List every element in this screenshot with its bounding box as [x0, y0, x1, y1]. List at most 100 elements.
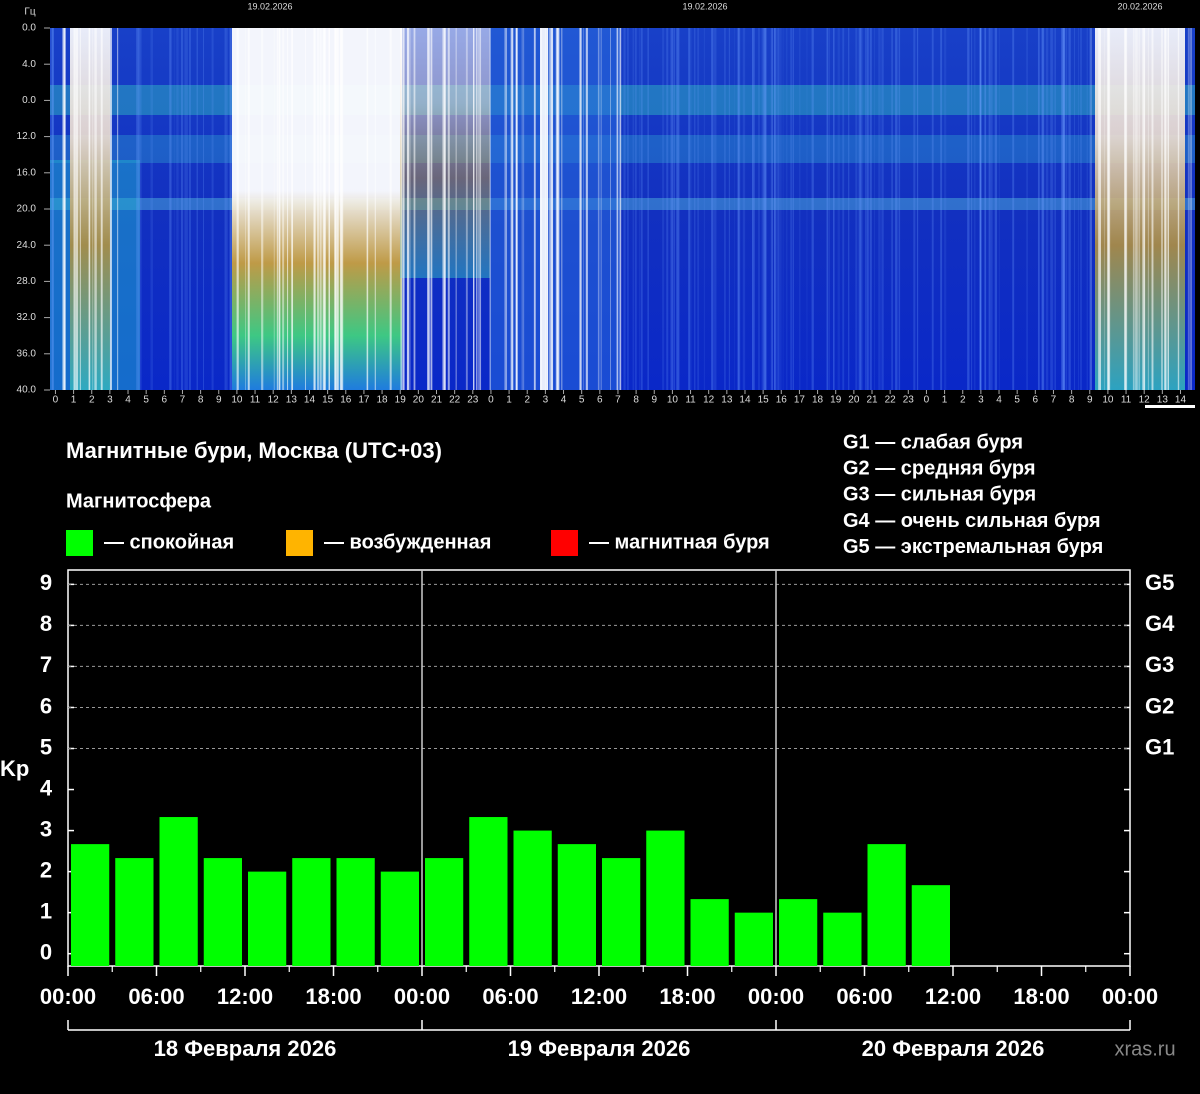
x-tick-label: 23: [467, 395, 479, 406]
y-tick-label: 36.0: [17, 348, 37, 359]
spectrum-streak: [447, 28, 449, 390]
spectrum-streak: [1108, 28, 1111, 390]
y2-tick-label: G3: [1145, 652, 1174, 677]
spectrum-streak: [473, 28, 475, 390]
spectrum-streak: [139, 28, 142, 390]
x-tick-label: 8: [1069, 395, 1075, 406]
spectrum-streak: [944, 28, 947, 390]
legend-swatch: [551, 530, 578, 556]
y-tick-label: 0.0: [22, 23, 36, 34]
spectrum-streak: [276, 28, 278, 390]
spectrum-streak: [979, 28, 982, 390]
spectrum-streak: [406, 28, 410, 390]
spectrum-streak: [1061, 28, 1064, 390]
spectrum-streak: [738, 28, 741, 390]
spectrum-streak: [374, 28, 376, 390]
spectrum-streak: [442, 28, 445, 390]
spectrum-streak: [1089, 28, 1092, 390]
spectrum-streak: [874, 28, 875, 390]
y2-tick-label: G2: [1145, 693, 1174, 718]
x-tick-label: 18:00: [1013, 984, 1069, 1009]
spectrum-streak: [799, 28, 801, 390]
spectrum-streak: [555, 28, 558, 390]
y-tick-label: 0.0: [22, 95, 36, 106]
date-label: 19.02.2026: [682, 1, 727, 11]
y-tick-label: 2: [40, 857, 52, 882]
spectrum-streak: [521, 28, 523, 390]
spectrum-streak: [313, 28, 316, 390]
spectrum-streak: [724, 28, 726, 390]
y-tick-label: 20.0: [17, 204, 37, 215]
spectrum-streak: [991, 28, 993, 390]
y-tick-label: 1: [40, 898, 52, 923]
x-tick-label: 3: [978, 395, 984, 406]
spectrum-streak: [139, 28, 141, 390]
spectrum-streak: [1100, 28, 1101, 390]
spectrum-streak: [186, 28, 188, 390]
spectrum-streak: [88, 28, 91, 390]
x-tick-label: 4: [561, 395, 567, 406]
spectrum-streak: [337, 28, 340, 390]
spectrum-streak: [1038, 28, 1040, 390]
spectrum-streak: [287, 28, 289, 390]
y-tick-label: 4.0: [22, 59, 36, 70]
spectrum-streak: [305, 28, 306, 390]
spectrum-streak: [51, 28, 54, 390]
spectrum-streak: [585, 28, 588, 390]
spectrum-streak: [752, 28, 755, 390]
spectrum-streak: [561, 28, 563, 390]
y-axis-label: Kp: [0, 756, 29, 781]
spectrum-streak: [971, 28, 973, 390]
x-tick-label: 06:00: [482, 984, 538, 1009]
spectrum-streak: [641, 28, 643, 390]
spectrum-streak: [224, 28, 227, 390]
x-tick-label: 00:00: [40, 984, 96, 1009]
x-tick-label: 23: [903, 395, 915, 406]
x-tick-label: 12: [1139, 395, 1151, 406]
spectrum-streak: [583, 28, 584, 390]
spectrum-streak: [673, 28, 676, 390]
spectrum-streak: [1037, 28, 1039, 390]
spectrum-streak: [742, 28, 746, 390]
spectrum-streak: [979, 28, 982, 390]
spectrum-streak: [1086, 28, 1088, 390]
spectrum-streak: [1012, 28, 1014, 390]
spectrum-streak: [895, 28, 898, 390]
x-tick-label: 13: [1157, 395, 1169, 406]
spectrogram: [50, 28, 1195, 408]
x-tick-label: 22: [885, 395, 897, 406]
x-tick-label: 20: [413, 395, 425, 406]
spectrum-streak: [413, 28, 415, 390]
x-tick-label: 8: [633, 395, 639, 406]
spectrum-streak: [1050, 28, 1052, 390]
spectrum-streak: [1090, 28, 1092, 390]
legend-label: — магнитная буря: [589, 531, 770, 553]
x-tick-label: 1: [71, 395, 77, 406]
bar: [248, 871, 287, 966]
spectrum-streak: [92, 28, 94, 390]
spectrum-streak: [913, 28, 916, 390]
spectrum-streak: [292, 28, 293, 390]
spectrum-streak: [523, 28, 525, 390]
spectrum-streak: [504, 28, 506, 390]
spectrum-streak: [550, 28, 553, 390]
spectrum-streak: [1040, 28, 1044, 390]
spectrum-streak: [677, 28, 680, 390]
spectrum-streak: [169, 28, 172, 390]
spectrum-streak: [777, 28, 780, 390]
y2-tick-label: G1: [1145, 734, 1174, 759]
spectrum-streak: [880, 28, 882, 390]
spectrum-streak: [340, 28, 343, 390]
x-tick-label: 11: [250, 395, 261, 406]
spectrum-streak: [842, 28, 844, 390]
spectrum-streak: [988, 28, 991, 390]
x-tick-label: 10: [231, 395, 243, 406]
spectrum-streak: [546, 28, 549, 390]
spectrum-streak: [489, 28, 491, 390]
x-tick-label: 4: [125, 395, 131, 406]
y-tick-label: 6: [40, 693, 52, 718]
spectrum-streak: [94, 28, 97, 390]
storm-level-note: G3 — сильная буря: [843, 484, 1036, 506]
spectrum-streak: [833, 28, 835, 390]
x-tick-label: 16: [776, 395, 788, 406]
